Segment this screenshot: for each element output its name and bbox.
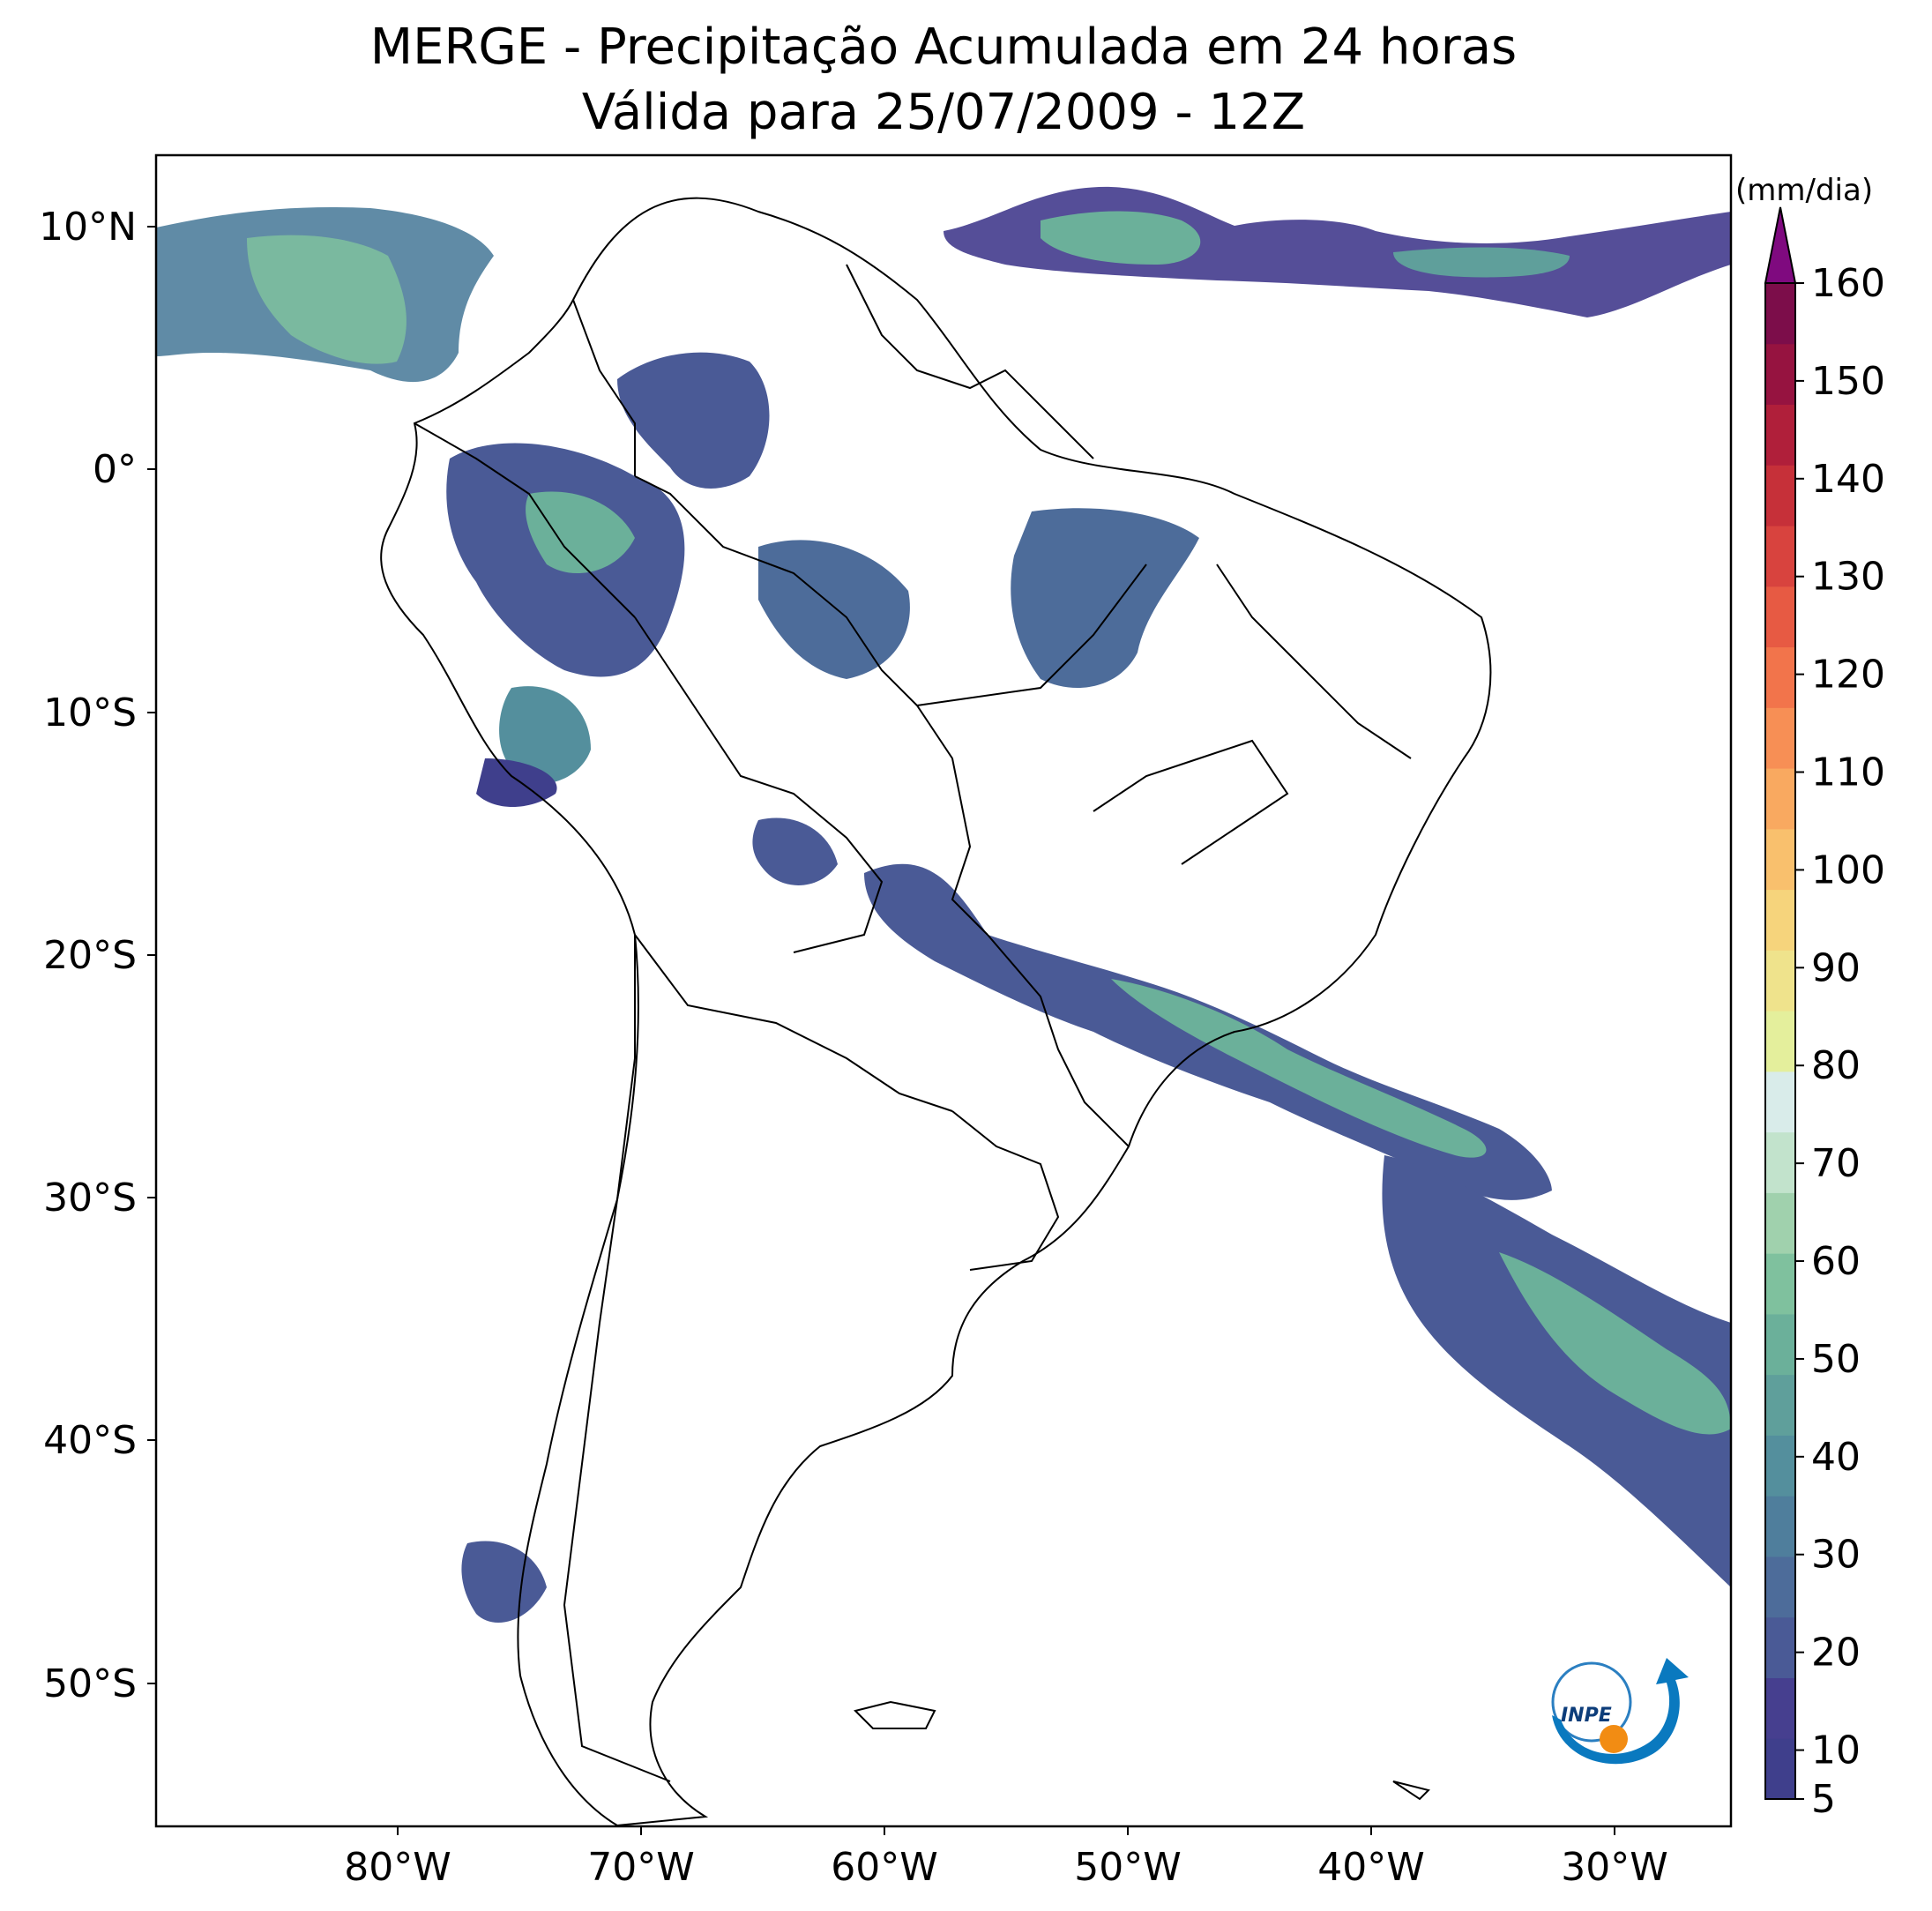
y-tick-label: 30°S — [43, 1176, 137, 1221]
colorbar-tick-label: 130 — [1811, 555, 1885, 600]
colorbar-segment — [1765, 1738, 1795, 1800]
precip-south-atlantic-core — [1499, 1252, 1731, 1435]
colorbar-segment — [1765, 465, 1795, 526]
precip-band-atlantic-core — [1041, 211, 1201, 265]
colorbar-tick-label: 120 — [1811, 653, 1885, 698]
border-guianas — [846, 264, 1094, 459]
colorbar-segment — [1765, 707, 1795, 769]
colorbar-tick-label: 10 — [1811, 1728, 1861, 1773]
colorbar-tick-label: 90 — [1811, 945, 1861, 990]
y-tick-label: 40°S — [43, 1418, 137, 1463]
colorbar-segment — [1765, 1313, 1795, 1376]
colorbar-segment — [1765, 586, 1795, 648]
colorbar-tick-label: 5 — [1811, 1777, 1836, 1822]
y-tick-label: 10°N — [39, 205, 137, 250]
colorbar-segment — [1765, 526, 1795, 587]
border-brazil-states-1 — [916, 564, 1147, 706]
x-tick-label: 60°W — [831, 1845, 938, 1890]
colorbar-segment — [1765, 1435, 1795, 1497]
map-title: MERGE - Precipitação Acumulada em 24 hor… — [369, 19, 1518, 76]
colorbar-tick-label: 20 — [1811, 1631, 1861, 1676]
colorbar-segment — [1765, 889, 1795, 951]
precipitation-field — [156, 186, 1731, 1623]
x-tick-label: 40°W — [1317, 1845, 1425, 1890]
colorbar-segment — [1765, 1071, 1795, 1133]
x-axis-labels: 80°W 70°W 60°W 50°W 40°W 30°W — [344, 1845, 1668, 1890]
colorbar-tick-label: 160 — [1811, 261, 1885, 306]
map-subtitle: Válida para 25/07/2009 - 12Z — [581, 84, 1306, 141]
precip-para — [1011, 508, 1199, 688]
y-tick-label: 10°S — [43, 690, 137, 735]
colorbar-segment — [1765, 950, 1795, 1011]
axis-ticks — [147, 226, 1615, 1835]
colorbar-tick-label: 110 — [1811, 750, 1885, 795]
border-brazil-states-2 — [1093, 739, 1289, 865]
colorbar-segment — [1765, 1496, 1795, 1557]
x-tick-label: 50°W — [1074, 1845, 1182, 1890]
precip-patagonia — [461, 1541, 547, 1623]
colorbar-segment — [1765, 1131, 1795, 1193]
falklands — [854, 1700, 936, 1729]
precip-band-atlantic-east — [1393, 247, 1570, 278]
border-bolivia — [634, 616, 884, 953]
border-brazil-states-3 — [1216, 564, 1412, 759]
precip-amazon-central — [758, 540, 910, 679]
colorbar-units: (mm/dia) — [1735, 173, 1874, 208]
precip-sacz-core — [1111, 979, 1487, 1158]
x-tick-label: 80°W — [344, 1845, 451, 1890]
colorbar-tick-label: 140 — [1811, 457, 1885, 502]
inpe-logo: INPE — [1551, 1658, 1689, 1765]
colorbar-segment — [1765, 404, 1795, 466]
precip-band-atlantic — [944, 186, 1731, 317]
colorbar-segment — [1765, 1192, 1795, 1254]
precip-amazon-west-core — [526, 491, 635, 573]
border-colombia — [572, 299, 636, 476]
colorbar-segment — [1765, 283, 1795, 345]
x-tick-label: 70°W — [587, 1845, 695, 1890]
colorbar-segment — [1765, 343, 1795, 406]
colorbar-segment — [1765, 768, 1795, 830]
south-georgia — [1392, 1780, 1430, 1801]
colorbar-tick-label: 100 — [1811, 847, 1885, 892]
border-argentina-north — [634, 934, 953, 1112]
colorbar-segment — [1765, 1677, 1795, 1739]
y-tick-label: 50°S — [43, 1661, 137, 1706]
logo-text: INPE — [1561, 1705, 1612, 1727]
x-tick-label: 30°W — [1561, 1845, 1668, 1890]
colorbar-tick-label: 40 — [1811, 1435, 1861, 1480]
border-peru — [414, 422, 636, 618]
precip-bolivia — [752, 817, 838, 885]
y-tick-label: 20°S — [43, 933, 137, 978]
colorbar-segment — [1765, 1556, 1795, 1618]
colorbar-tick-label: 30 — [1811, 1533, 1861, 1578]
coastline-and-borders — [380, 197, 1492, 1826]
precip-amazon-north — [617, 352, 770, 489]
colorbar-segment — [1765, 646, 1795, 708]
colorbar-segment — [1765, 1253, 1795, 1315]
border-brazil-south — [987, 934, 1130, 1147]
border-uruguay — [951, 1110, 1060, 1271]
south-america-coastline — [380, 197, 1492, 1826]
border-argentina-chile — [563, 935, 671, 1782]
map-frame — [154, 153, 1733, 1828]
colorbar-tick-label: 50 — [1811, 1337, 1861, 1382]
y-axis-labels: 10°N 0° 10°S 20°S 30°S 40°S 50°S — [39, 205, 137, 1706]
colorbar-extend-arrow — [1764, 206, 1797, 284]
border-brazil-west — [634, 475, 988, 936]
colorbar-tick-label: 60 — [1811, 1239, 1861, 1284]
colorbar-segment — [1765, 1616, 1795, 1678]
precip-south-atlantic — [1382, 1155, 1731, 1587]
colorbar-tick-label: 150 — [1811, 359, 1885, 404]
colorbar-tick-label: 70 — [1811, 1141, 1861, 1186]
colorbar-segment — [1765, 1374, 1795, 1436]
precip-band-northwest-core — [247, 235, 407, 364]
colorbar: 510 20 30 40 50 60 70 80 90 100 110 120 130 140 150 160 — [1764, 206, 1885, 1822]
y-tick-label: 0° — [93, 447, 137, 492]
colorbar-segment — [1765, 1011, 1795, 1072]
precip-peru — [499, 686, 591, 784]
colorbar-segment — [1765, 828, 1795, 891]
colorbar-tick-label: 80 — [1811, 1043, 1861, 1088]
colorbar-frame — [1764, 282, 1796, 1800]
